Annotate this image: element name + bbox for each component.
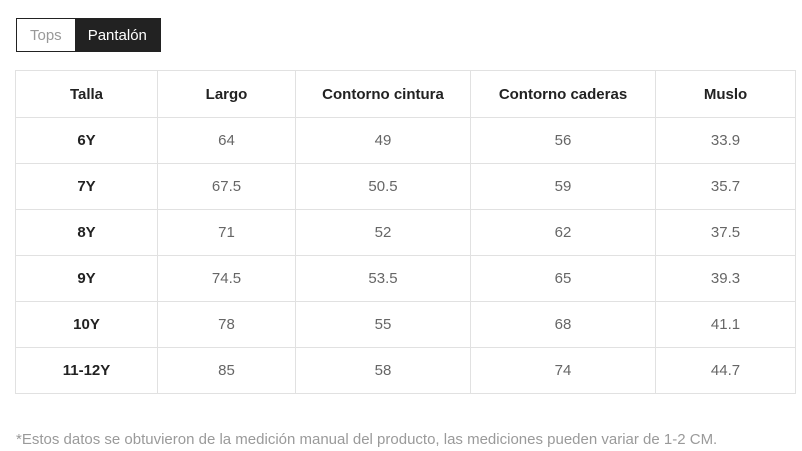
table-row: 9Y 74.5 53.5 65 39.3 (15, 255, 796, 302)
measurement-cell: 65 (470, 255, 656, 302)
measurement-cell: 53.5 (295, 255, 471, 302)
size-label-cell: 11-12Y (15, 347, 158, 394)
size-table-header: Talla Largo Contorno cintura Contorno ca… (15, 70, 796, 118)
table-row: 10Y 78 55 68 41.1 (15, 301, 796, 348)
measurement-cell: 67.5 (157, 163, 296, 210)
measurement-cell: 64 (157, 117, 296, 164)
header-row: Talla Largo Contorno cintura Contorno ca… (15, 70, 796, 118)
measurement-cell: 39.3 (655, 255, 796, 302)
size-label-cell: 8Y (15, 209, 158, 256)
measurement-cell: 49 (295, 117, 471, 164)
tab-tops[interactable]: Tops (17, 19, 75, 51)
measurement-cell: 56 (470, 117, 656, 164)
column-header-muslo: Muslo (655, 70, 796, 118)
size-label-cell: 9Y (15, 255, 158, 302)
table-row: 8Y 71 52 62 37.5 (15, 209, 796, 256)
size-guide-tabs: Tops Pantalón (16, 18, 161, 52)
measurement-cell: 59 (470, 163, 656, 210)
measurement-cell: 41.1 (655, 301, 796, 348)
measurement-cell: 55 (295, 301, 471, 348)
size-table-body: 6Y 64 49 56 33.9 7Y 67.5 50.5 59 35.7 8Y 71 52 62 37.5… (15, 117, 796, 394)
table-row: 6Y 64 49 56 33.9 (15, 117, 796, 164)
size-label-cell: 7Y (15, 163, 158, 210)
measurement-cell: 58 (295, 347, 471, 394)
measurement-cell: 62 (470, 209, 656, 256)
measurement-cell: 71 (157, 209, 296, 256)
measurement-cell: 74.5 (157, 255, 296, 302)
measurement-cell: 35.7 (655, 163, 796, 210)
measurement-cell: 52 (295, 209, 471, 256)
column-header-contorno-caderas: Contorno caderas (470, 70, 656, 118)
table-row: 7Y 67.5 50.5 59 35.7 (15, 163, 796, 210)
measurement-cell: 74 (470, 347, 656, 394)
column-header-largo: Largo (157, 70, 296, 118)
measurement-cell: 50.5 (295, 163, 471, 210)
size-label-cell: 10Y (15, 301, 158, 348)
column-header-talla: Talla (15, 70, 158, 118)
tab-pantalon[interactable]: Pantalón (74, 19, 160, 51)
size-table: Talla Largo Contorno cintura Contorno ca… (15, 70, 796, 394)
measurement-cell: 33.9 (655, 117, 796, 164)
table-row: 11-12Y 85 58 74 44.7 (15, 347, 796, 394)
size-label-cell: 6Y (15, 117, 158, 164)
measurement-cell: 37.5 (655, 209, 796, 256)
measurement-disclaimer: *Estos datos se obtuvieron de la medició… (16, 431, 718, 448)
measurement-cell: 68 (470, 301, 656, 348)
measurement-cell: 44.7 (655, 347, 796, 394)
measurement-cell: 78 (157, 301, 296, 348)
column-header-contorno-cintura: Contorno cintura (295, 70, 471, 118)
measurement-cell: 85 (157, 347, 296, 394)
